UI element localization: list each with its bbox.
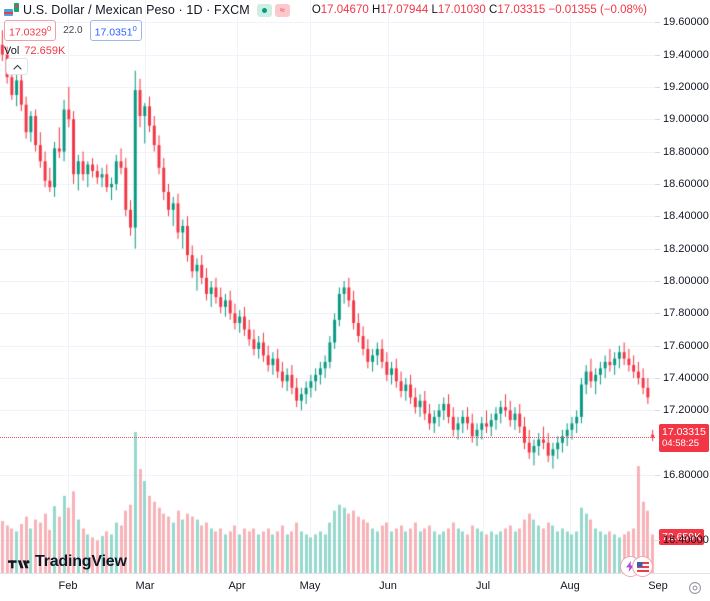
- volume-legend-row: Vol 72.659K: [4, 45, 647, 57]
- price-tick-label: 16.40000: [663, 534, 709, 546]
- ask-price-fraction: 0: [132, 23, 137, 33]
- time-tick-label: Apr: [228, 580, 246, 592]
- price-tick-mark: [655, 249, 660, 250]
- time-tick-label: Mar: [135, 580, 155, 592]
- bar-countdown: 04:58:25: [662, 438, 699, 449]
- spread-value: 22.0: [63, 25, 83, 36]
- tradingview-logo-icon: [8, 559, 30, 568]
- price-axis[interactable]: 17.03315 04:58:25 72.659K 19.60000 19.400…: [655, 0, 710, 573]
- chart-style-icon[interactable]: [256, 3, 272, 17]
- chart-plot-area[interactable]: [0, 0, 655, 573]
- usdmxn-flags-icon: [4, 3, 19, 17]
- bid-price: 17.0329: [9, 26, 47, 39]
- price-tick-label: 18.60000: [663, 178, 709, 190]
- time-tick-label: Aug: [560, 580, 580, 592]
- change-absolute: −0.01355: [548, 4, 597, 16]
- symbol-title[interactable]: U.S. Dollar / Mexican Peso · 1D · FXCM: [23, 3, 250, 17]
- separator-2: ·: [206, 3, 211, 17]
- target-settings-icon[interactable]: [688, 581, 702, 595]
- price-tick-label: 17.80000: [663, 307, 709, 319]
- price-tick-label: 18.20000: [663, 243, 709, 255]
- price-tick-label: 18.40000: [663, 210, 709, 222]
- ohlc-values: O17.04670 H17.07944 L17.01030 C17.03315 …: [312, 4, 647, 16]
- tradingview-watermark: TradingView: [8, 553, 127, 571]
- ohlc-label-l: L: [431, 4, 438, 16]
- current-volume-badge: 72.659K: [659, 529, 705, 545]
- price-tick-label: 19.00000: [663, 113, 709, 125]
- time-tick-label: Jul: [475, 580, 491, 592]
- price-tick-mark: [655, 184, 660, 185]
- price-tick-label: 18.80000: [663, 146, 709, 158]
- candlestick-volume-canvas[interactable]: [0, 0, 655, 573]
- ohlc-value-l: 17.01030: [437, 4, 486, 16]
- price-tick-mark: [655, 313, 660, 314]
- price-tick-label: 17.20000: [663, 404, 709, 416]
- time-tick-label: Feb: [58, 580, 78, 592]
- ohlc-value-h: 17.07944: [380, 4, 429, 16]
- legend-title-row: U.S. Dollar / Mexican Peso · 1D · FXCM ≈…: [4, 2, 647, 18]
- price-tick-label: 18.00000: [663, 275, 709, 287]
- price-tick-mark: [655, 22, 660, 23]
- time-tick-label: Sep: [648, 580, 668, 592]
- bid-price-box[interactable]: 17.03290: [4, 19, 57, 42]
- indicator-icon[interactable]: ≈: [274, 3, 290, 17]
- change-percent: (−0.08%): [600, 4, 647, 16]
- price-tick-label: 19.40000: [663, 49, 709, 61]
- bid-price-fraction: 0: [46, 23, 52, 33]
- current-price-value: 17.03315: [662, 426, 706, 438]
- legend-badges: ≈: [256, 3, 290, 17]
- volume-value: 72.659K: [24, 45, 66, 57]
- ohlc-value-o: 17.04670: [320, 4, 369, 16]
- ohlc-label-c: C: [489, 4, 498, 16]
- exchange-label: FXCM: [214, 3, 250, 17]
- time-tick-label: Jun: [379, 580, 397, 592]
- price-tick-label: 16.80000: [663, 469, 709, 481]
- price-tick-mark: [655, 87, 660, 88]
- collapse-legend-button[interactable]: [6, 58, 28, 75]
- price-tick-mark: [655, 346, 660, 347]
- time-tick-label: May: [299, 580, 321, 592]
- bid-ask-row: 17.03290 22.0 17.03510: [4, 19, 647, 42]
- ohlc-label-h: H: [371, 4, 381, 16]
- price-tick-mark: [655, 55, 660, 56]
- time-axis[interactable]: Feb Mar Apr May Jun Jul Aug Sep: [0, 573, 710, 601]
- separator-1: ·: [178, 3, 183, 17]
- chevron-up-icon: [12, 64, 22, 70]
- ask-price: 17.0351: [94, 26, 133, 39]
- price-tick-mark: [655, 475, 660, 476]
- current-price-line: [0, 437, 655, 438]
- ask-price-box[interactable]: 17.03510: [89, 19, 142, 42]
- price-tick-mark: [655, 281, 660, 282]
- us-flag-icon[interactable]: [632, 556, 653, 577]
- price-tick-mark: [655, 152, 660, 153]
- price-tick-label: 17.60000: [663, 340, 709, 352]
- price-tick-mark: [655, 410, 660, 411]
- price-tick-mark: [655, 540, 660, 541]
- chart-legend: U.S. Dollar / Mexican Peso · 1D · FXCM ≈…: [4, 2, 647, 57]
- ohlc-label-o: O: [311, 4, 321, 16]
- interval-label[interactable]: 1D: [186, 3, 203, 17]
- current-volume-value: 72.659K: [662, 531, 702, 543]
- price-tick-mark: [655, 119, 660, 120]
- price-tick-label: 17.40000: [663, 372, 709, 384]
- price-tick-label: 19.20000: [663, 81, 709, 93]
- volume-label: Vol: [4, 45, 20, 57]
- price-tick-label: 19.60000: [663, 16, 709, 28]
- symbol-name: U.S. Dollar / Mexican Peso: [23, 3, 175, 17]
- ohlc-value-c: 17.03315: [497, 4, 546, 16]
- tradingview-logo-text: TradingView: [35, 553, 127, 570]
- price-tick-mark: [655, 378, 660, 379]
- price-tick-mark: [655, 216, 660, 217]
- current-price-badge: 17.03315 04:58:25: [659, 424, 709, 452]
